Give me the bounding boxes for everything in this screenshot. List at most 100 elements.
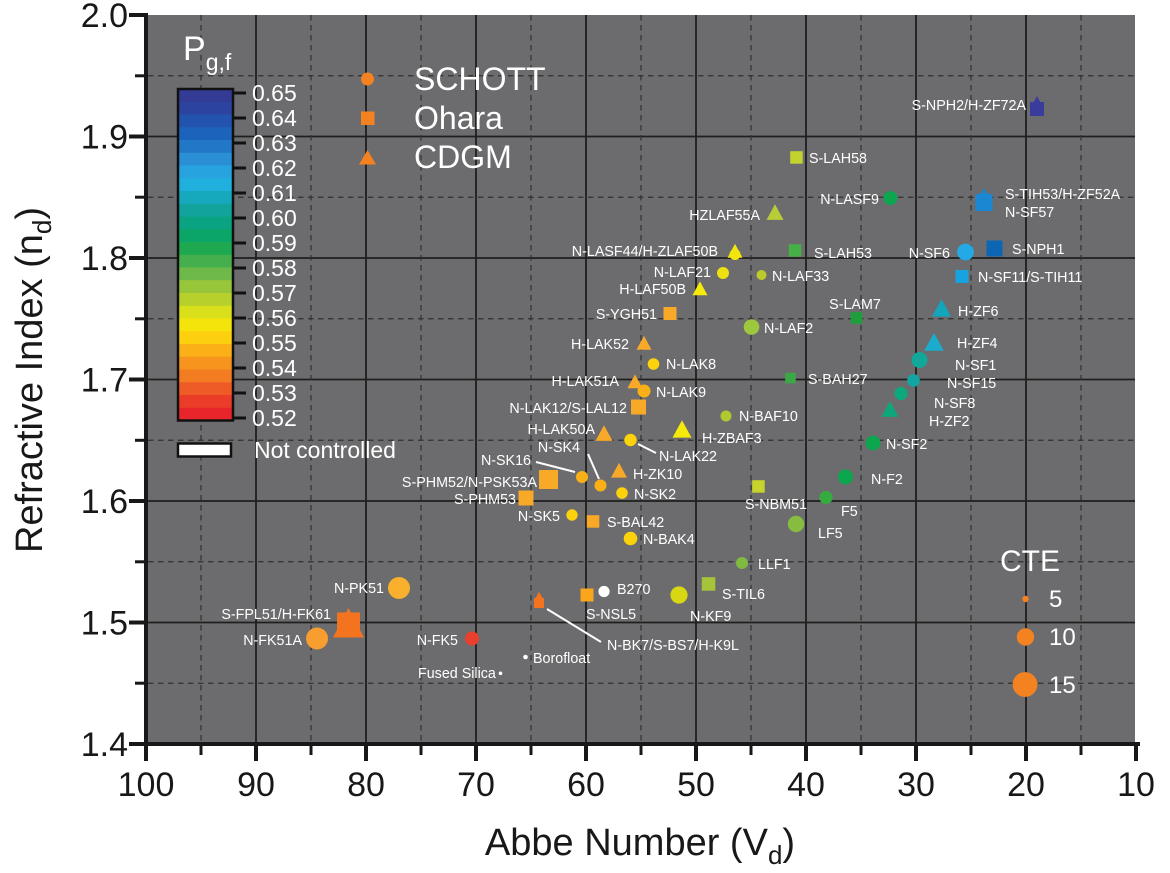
svg-text:N-LAK9: N-LAK9 (656, 385, 706, 401)
svg-text:50: 50 (677, 766, 715, 804)
svg-text:1.9: 1.9 (81, 119, 128, 157)
svg-text:N-FK5: N-FK5 (417, 633, 458, 649)
svg-text:N-LAK12/S-LAL12: N-LAK12/S-LAL12 (509, 401, 627, 417)
svg-text:10: 10 (1117, 766, 1155, 804)
svg-text:Not controlled: Not controlled (254, 437, 396, 463)
svg-text:S-NPH2/H-ZF72A: S-NPH2/H-ZF72A (912, 98, 1027, 114)
svg-text:Fused Silica: Fused Silica (418, 666, 496, 682)
svg-text:N-PK51: N-PK51 (334, 581, 384, 597)
svg-text:N-LAF21: N-LAF21 (654, 265, 711, 281)
svg-text:0.65: 0.65 (252, 80, 297, 106)
svg-text:HZLAF55A: HZLAF55A (689, 208, 760, 224)
svg-text:90: 90 (237, 766, 275, 804)
svg-text:N-KF9: N-KF9 (690, 609, 731, 625)
svg-text:S-YGH51: S-YGH51 (596, 307, 657, 323)
svg-text:N-LASF9: N-LASF9 (820, 192, 879, 208)
svg-text:0.53: 0.53 (252, 380, 297, 406)
svg-text:N-SK4: N-SK4 (538, 440, 580, 456)
svg-text:0.55: 0.55 (252, 330, 297, 356)
svg-text:CDGM: CDGM (414, 139, 512, 175)
svg-text:0.61: 0.61 (252, 180, 297, 206)
svg-text:N-SF2: N-SF2 (886, 437, 927, 453)
svg-text:S-TIL6: S-TIL6 (722, 587, 765, 603)
svg-text:S-FPL51/H-FK61: S-FPL51/H-FK61 (221, 607, 331, 623)
svg-text:1.4: 1.4 (81, 726, 128, 764)
svg-text:Borofloat: Borofloat (533, 651, 590, 667)
svg-text:F5: F5 (841, 504, 858, 520)
svg-text:LLF1: LLF1 (758, 557, 791, 573)
svg-text:N-LAK8: N-LAK8 (666, 357, 716, 373)
svg-text:N-BK7/S-BS7/H-K9L: N-BK7/S-BS7/H-K9L (607, 638, 739, 654)
svg-text:Pg,f: Pg,f (183, 30, 232, 75)
svg-text:N-SF11/S-TIH11: N-SF11/S-TIH11 (978, 270, 1082, 286)
svg-text:5: 5 (1049, 586, 1062, 613)
svg-text:S-LAH58: S-LAH58 (809, 151, 867, 167)
svg-text:N-F2: N-F2 (871, 472, 903, 488)
svg-text:H-ZF2: H-ZF2 (929, 414, 970, 430)
svg-text:H-ZBAF3: H-ZBAF3 (702, 431, 762, 447)
svg-text:H-LAK51A: H-LAK51A (551, 374, 619, 390)
svg-text:30: 30 (897, 766, 935, 804)
svg-text:0.52: 0.52 (252, 405, 297, 431)
svg-text:40: 40 (787, 766, 825, 804)
svg-text:0.62: 0.62 (252, 155, 297, 181)
svg-text:N-LAK22: N-LAK22 (659, 449, 717, 465)
svg-text:1.5: 1.5 (81, 605, 128, 643)
svg-text:SCHOTT: SCHOTT (414, 61, 546, 97)
svg-text:70: 70 (457, 766, 495, 804)
svg-text:N-SK5: N-SK5 (518, 509, 560, 525)
svg-text:0.56: 0.56 (252, 305, 297, 331)
svg-text:80: 80 (347, 766, 385, 804)
svg-text:N-LASF44/H-ZLAF50B: N-LASF44/H-ZLAF50B (572, 244, 718, 260)
svg-text:S-BAH27: S-BAH27 (808, 372, 868, 388)
svg-text:0.54: 0.54 (252, 355, 297, 381)
svg-text:N-FK51A: N-FK51A (243, 633, 302, 649)
svg-text:1.7: 1.7 (81, 362, 128, 400)
svg-text:H-LAK50A: H-LAK50A (527, 422, 595, 438)
svg-text:H-ZF4: H-ZF4 (957, 336, 998, 352)
svg-text:N-BAF10: N-BAF10 (739, 409, 798, 425)
svg-text:S-NBM51: S-NBM51 (745, 497, 807, 513)
svg-text:0.63: 0.63 (252, 130, 297, 156)
svg-text:10: 10 (1049, 624, 1076, 651)
svg-text:S-PHM53: S-PHM53 (454, 492, 516, 508)
svg-text:S-BAL42: S-BAL42 (607, 515, 664, 531)
svg-text:1.8: 1.8 (81, 240, 128, 278)
svg-text:N-LAF2: N-LAF2 (764, 321, 813, 337)
svg-text:S-LAM7: S-LAM7 (829, 297, 881, 313)
svg-text:0.60: 0.60 (252, 205, 297, 231)
svg-text:1.6: 1.6 (81, 483, 128, 521)
svg-text:N-SF15: N-SF15 (947, 376, 996, 392)
svg-text:20: 20 (1007, 766, 1045, 804)
svg-text:0.59: 0.59 (252, 230, 297, 256)
svg-text:0.57: 0.57 (252, 280, 297, 306)
svg-text:S-TIH53/H-ZF52A: S-TIH53/H-ZF52A (1005, 187, 1121, 203)
svg-text:N-LAF33: N-LAF33 (772, 269, 829, 285)
svg-text:S-NPH1: S-NPH1 (1012, 242, 1064, 258)
svg-text:S-PHM52/N-PSK53A: S-PHM52/N-PSK53A (402, 475, 538, 491)
svg-text:B270: B270 (617, 582, 650, 598)
svg-text:CTE: CTE (1000, 545, 1060, 578)
svg-text:0.64: 0.64 (252, 105, 297, 131)
svg-text:Refractive Index (nd): Refractive Index (nd) (9, 207, 57, 553)
svg-text:N-SF1: N-SF1 (955, 358, 996, 374)
svg-text:Abbe Number (Vd): Abbe Number (Vd) (485, 822, 795, 870)
svg-text:Ohara: Ohara (414, 100, 503, 136)
svg-text:0.58: 0.58 (252, 255, 297, 281)
svg-text:H-ZK10: H-ZK10 (633, 467, 682, 483)
svg-text:H-LAF50B: H-LAF50B (619, 282, 686, 298)
svg-text:S-LAH53: S-LAH53 (814, 246, 872, 262)
svg-text:N-SK2: N-SK2 (634, 487, 676, 503)
svg-text:N-SK16: N-SK16 (481, 453, 531, 469)
svg-text:N-SF8: N-SF8 (934, 396, 975, 412)
svg-text:100: 100 (118, 766, 175, 804)
svg-text:60: 60 (567, 766, 605, 804)
svg-text:2.0: 2.0 (81, 0, 128, 35)
svg-text:H-ZF6: H-ZF6 (958, 304, 999, 320)
svg-text:H-LAK52: H-LAK52 (571, 337, 629, 353)
svg-text:15: 15 (1049, 672, 1076, 699)
svg-text:S-NSL5: S-NSL5 (586, 607, 636, 623)
svg-text:N-BAK4: N-BAK4 (643, 532, 695, 548)
svg-text:LF5: LF5 (818, 526, 843, 542)
svg-text:N-SF6: N-SF6 (909, 246, 950, 262)
